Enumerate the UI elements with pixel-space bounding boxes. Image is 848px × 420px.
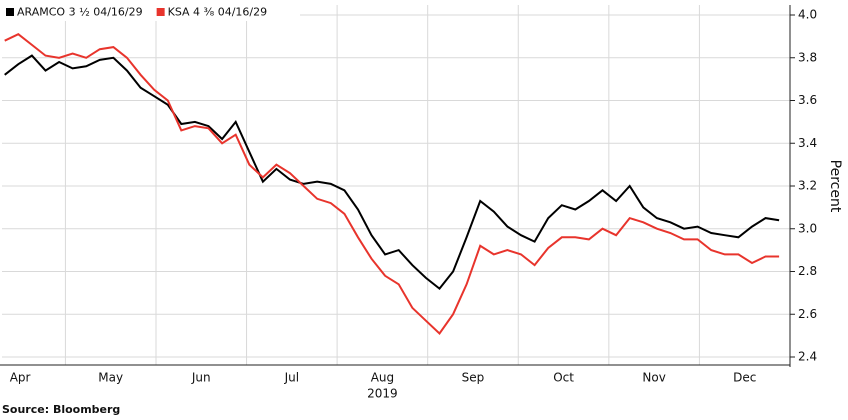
y-tick-label: 3.2 (798, 179, 817, 193)
source-note: Source: Bloomberg (2, 403, 120, 416)
y-tick-label: 4.0 (798, 8, 817, 22)
x-tick-label: Oct (553, 371, 574, 385)
legend-label: ARAMCO 3 ½ 04/16/29 (17, 6, 143, 19)
y-axis-label: Percent (827, 160, 843, 213)
data-line (4, 33, 780, 336)
y-tick-label: 2.4 (798, 350, 817, 364)
x-tick-label: Jun (191, 371, 211, 385)
legend-label: KSA 4 ⅜ 04/16/29 (168, 6, 267, 19)
x-tick-label: May (98, 371, 123, 385)
y-tick-label: 2.8 (798, 264, 817, 278)
x-tick-label: Nov (642, 371, 665, 385)
y-tick-label: 3.0 (798, 221, 817, 235)
legend-bg (0, 3, 300, 21)
y-tick-label: 3.6 (798, 93, 817, 107)
x-tick-label: Apr (10, 371, 31, 385)
x-tick-label: Jul (284, 371, 299, 385)
x-tick-label: Dec (733, 371, 756, 385)
year-label: 2019 (367, 387, 398, 401)
y-tick-label: 3.8 (798, 50, 817, 64)
y-tick-label: 3.4 (798, 136, 817, 150)
data-line (4, 54, 780, 291)
legend-swatch (6, 8, 14, 16)
legend: ARAMCO 3 ½ 04/16/29 KSA 4 ⅜ 04/16/29 (0, 3, 300, 21)
y-tick-label: 2.6 (798, 307, 817, 321)
legend-swatch (156, 8, 165, 16)
x-tick-label: Aug (371, 371, 394, 385)
x-tick-label: Sep (462, 371, 485, 385)
